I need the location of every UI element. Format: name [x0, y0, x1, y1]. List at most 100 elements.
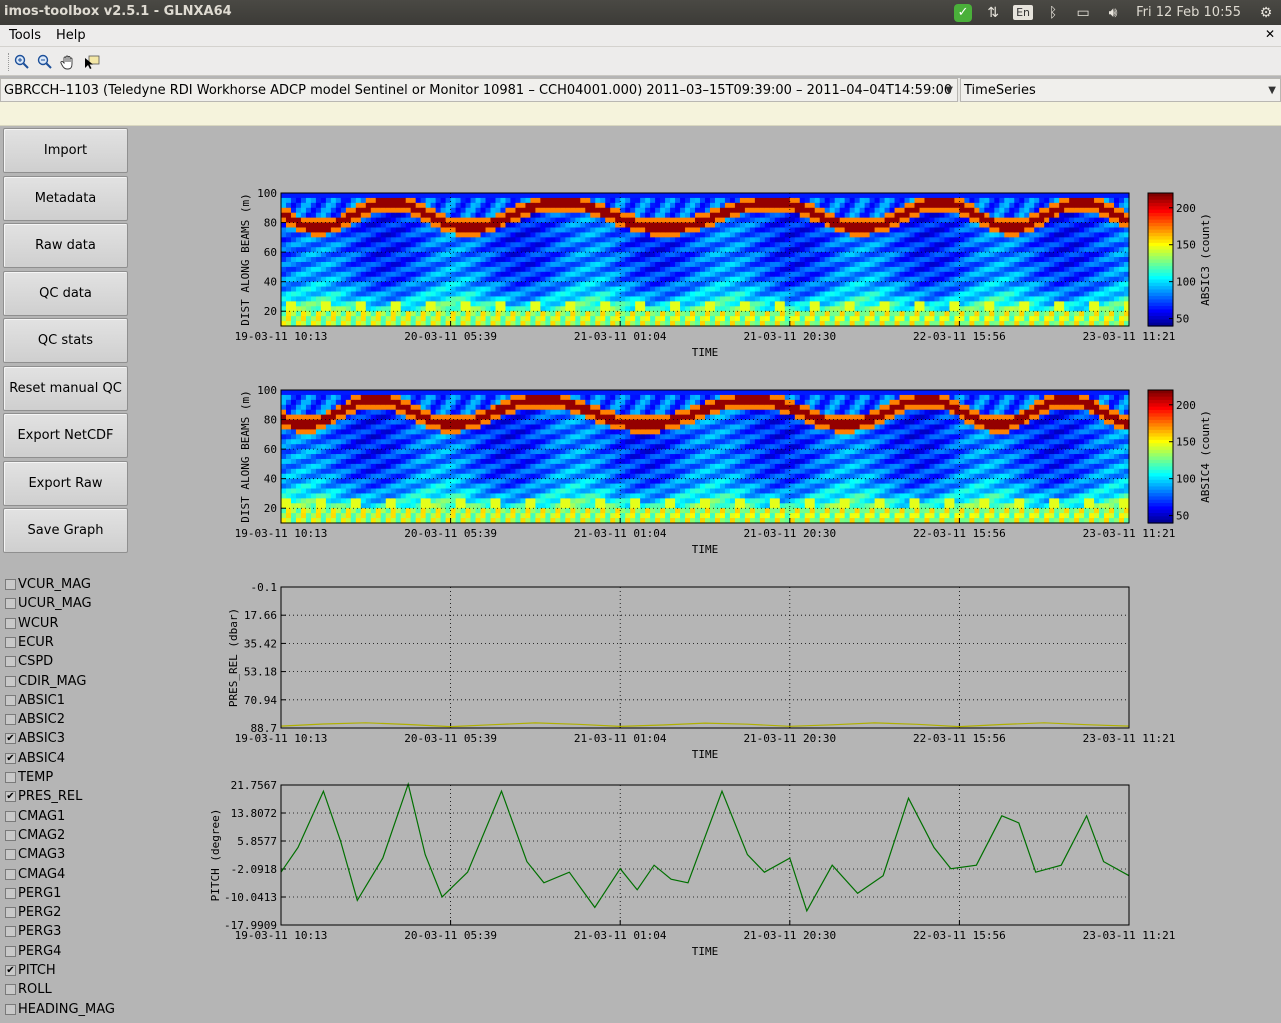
variable-checkbox-cspd[interactable]: CSPD [5, 652, 53, 671]
pan-hand-icon[interactable] [58, 52, 78, 72]
variable-checkbox-vcur_mag[interactable]: VCUR_MAG [5, 575, 91, 594]
heatmap-cell [595, 197, 601, 204]
variable-checkbox-pitch[interactable]: ✔ PITCH [5, 961, 56, 980]
heatmap-cell [550, 321, 556, 327]
heatmap-cell [665, 202, 671, 209]
checkbox-unchecked-icon[interactable] [5, 810, 16, 822]
checkbox-unchecked-icon[interactable] [5, 598, 16, 610]
checkbox-unchecked-icon[interactable] [5, 636, 16, 648]
clock[interactable]: Fri 12 Feb 10:55 [1136, 5, 1241, 20]
menu-tools[interactable]: Tools [9, 28, 42, 43]
raw-data-button[interactable]: Raw data [3, 223, 128, 268]
variable-checkbox-cdir_mag[interactable]: CDIR_MAG [5, 672, 86, 691]
variable-checkbox-perg1[interactable]: PERG1 [5, 884, 61, 903]
variable-checkbox-perg3[interactable]: PERG3 [5, 922, 61, 941]
reset-manual-qc-button[interactable]: Reset manual QC [3, 365, 128, 411]
checkbox-unchecked-icon[interactable] [5, 849, 16, 861]
heatmap-cell [784, 291, 791, 298]
variable-checkbox-cmag3[interactable]: CMAG3 [5, 845, 65, 864]
variable-checkbox-cmag2[interactable]: CMAG2 [5, 826, 65, 845]
heatmap-cell [281, 266, 287, 273]
checkbox-unchecked-icon[interactable] [5, 926, 16, 938]
zoom-out-icon[interactable] [35, 52, 55, 72]
heatmap-cell [550, 247, 556, 253]
update-ok-icon[interactable]: ✓ [948, 0, 978, 25]
checkbox-checked-icon[interactable]: ✔ [5, 965, 16, 976]
volume-icon[interactable]: 🔊︎ [1108, 4, 1118, 21]
checkbox-unchecked-icon[interactable] [5, 984, 16, 996]
heatmap-cell [365, 217, 372, 224]
close-icon[interactable]: ✕ [1264, 27, 1275, 41]
variable-checkbox-cmag4[interactable]: CMAG4 [5, 865, 65, 884]
heatmap-cell [315, 296, 322, 302]
export-raw-button[interactable]: Export Raw [3, 460, 128, 506]
heatmap-cell [305, 281, 312, 288]
variable-checkbox-ucur_mag[interactable]: UCUR_MAG [5, 594, 92, 613]
variable-checkbox-absic4[interactable]: ✔ ABSIC4 [5, 749, 65, 768]
variable-checkbox-absic2[interactable]: ABSIC2 [5, 710, 65, 729]
checkbox-checked-icon[interactable]: ✔ [5, 791, 16, 803]
import-button[interactable]: Import [3, 128, 128, 173]
checkbox-unchecked-icon[interactable] [5, 907, 16, 919]
heatmap-cell [794, 301, 801, 307]
heatmap-cell [620, 306, 626, 312]
heatmap-cell [480, 271, 487, 278]
zoom-in-icon[interactable] [12, 52, 32, 72]
checkbox-unchecked-icon[interactable] [5, 675, 16, 687]
battery-icon[interactable]: ▭ [1076, 4, 1090, 21]
heatmap-cell [879, 286, 886, 293]
dataset-select[interactable]: GBRCCH–1103 (Teledyne RDI Workhorse ADCP… [0, 78, 958, 102]
checkbox-unchecked-icon[interactable] [5, 656, 16, 668]
heatmap-cell [1079, 252, 1085, 258]
checkbox-unchecked-icon[interactable] [5, 772, 16, 783]
checkbox-unchecked-icon[interactable] [5, 887, 16, 899]
heatmap-cell [934, 252, 941, 258]
heatmap-cell [530, 291, 536, 298]
heatmap-cell [769, 261, 776, 268]
variable-checkbox-heading_mag[interactable]: HEADING_MAG [5, 1000, 115, 1019]
variable-checkbox-perg4[interactable]: PERG4 [5, 942, 61, 961]
variable-checkbox-roll[interactable]: ROLL [5, 980, 52, 999]
variable-checkbox-absic3[interactable]: ✔ ABSIC3 [5, 729, 65, 748]
checkbox-checked-icon[interactable]: ✔ [5, 733, 16, 745]
variable-checkbox-wcur[interactable]: WCUR [5, 614, 58, 633]
qc-stats-button[interactable]: QC stats [3, 318, 128, 363]
checkbox-unchecked-icon[interactable] [5, 1003, 16, 1015]
checkbox-unchecked-icon[interactable] [5, 945, 16, 957]
heatmap-cell [490, 212, 497, 219]
checkbox-unchecked-icon[interactable] [5, 579, 16, 590]
checkbox-checked-icon[interactable]: ✔ [5, 752, 16, 764]
checkbox-unchecked-icon[interactable] [5, 617, 16, 629]
heatmap-cell [390, 212, 397, 219]
colorbar-swatch [1148, 316, 1173, 320]
variable-checkbox-pres_rel[interactable]: ✔ PRES_REL [5, 787, 82, 806]
checkbox-unchecked-icon[interactable] [5, 829, 16, 841]
heatmap-cell [1049, 316, 1055, 322]
checkbox-unchecked-icon[interactable] [5, 714, 16, 726]
view-select[interactable]: TimeSeries ▼ [960, 78, 1281, 102]
network-arrows-icon[interactable]: ⇅ [987, 4, 999, 21]
variable-checkbox-absic1[interactable]: ABSIC1 [5, 691, 65, 710]
heatmap-cell [335, 271, 342, 278]
metadata-button[interactable]: Metadata [3, 175, 128, 221]
power-gear-icon[interactable]: ⚙ [1259, 4, 1273, 21]
heatmap-cell [305, 394, 312, 401]
keyboard-language-icon[interactable]: En [1008, 0, 1038, 25]
save-graph-button[interactable]: Save Graph [3, 508, 128, 553]
variable-checkbox-ecur[interactable]: ECUR [5, 633, 54, 652]
heatmap-cell [759, 212, 766, 219]
heatmap-cell [1109, 202, 1115, 209]
checkbox-unchecked-icon[interactable] [5, 694, 16, 706]
checkbox-unchecked-icon[interactable] [5, 868, 16, 880]
menu-help[interactable]: Help [56, 28, 86, 43]
variable-checkbox-temp[interactable]: TEMP [5, 768, 53, 787]
export-netcdf-button[interactable]: Export NetCDF [3, 413, 128, 458]
heatmap-cell [874, 257, 881, 263]
variable-checkbox-cmag1[interactable]: CMAG1 [5, 807, 65, 826]
variable-checkbox-perg2[interactable]: PERG2 [5, 903, 61, 922]
heatmap-cell [440, 286, 447, 293]
bluetooth-icon[interactable]: ᛒ [1048, 4, 1058, 21]
data-cursor-icon[interactable] [82, 52, 102, 72]
qc-data-button[interactable]: QC data [3, 270, 128, 316]
heatmap-cell [450, 212, 457, 219]
